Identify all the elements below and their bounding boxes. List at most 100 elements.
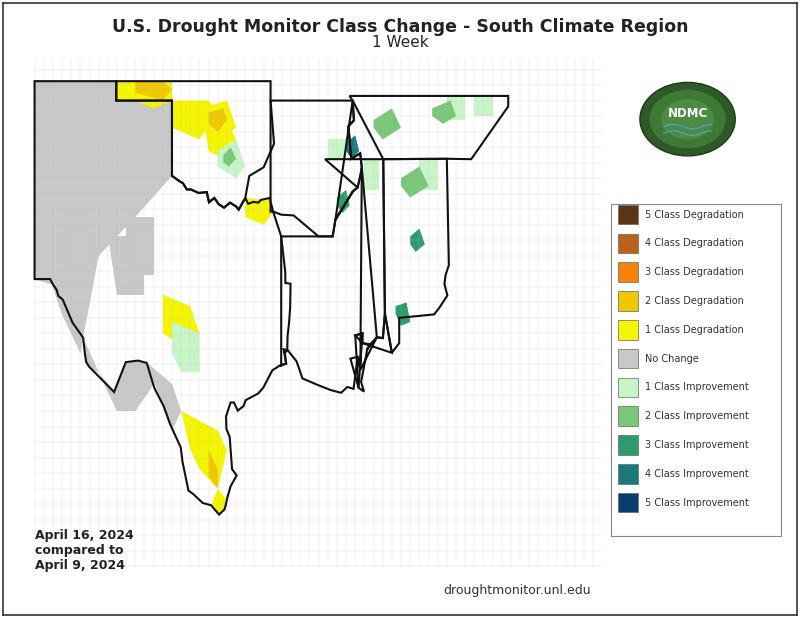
- Polygon shape: [419, 159, 438, 190]
- Circle shape: [640, 82, 735, 156]
- Polygon shape: [218, 140, 246, 178]
- Text: 4 Class Degradation: 4 Class Degradation: [645, 239, 743, 248]
- Polygon shape: [346, 135, 359, 159]
- Text: 2 Class Degradation: 2 Class Degradation: [645, 296, 743, 306]
- Bar: [618, 349, 638, 368]
- Polygon shape: [410, 229, 425, 252]
- Polygon shape: [364, 159, 379, 190]
- Polygon shape: [447, 96, 465, 120]
- Polygon shape: [209, 108, 227, 132]
- Polygon shape: [350, 96, 508, 159]
- Bar: [618, 234, 638, 253]
- Polygon shape: [126, 217, 154, 275]
- Polygon shape: [395, 302, 410, 326]
- Bar: [610, 204, 782, 536]
- Polygon shape: [98, 360, 154, 411]
- Bar: [618, 464, 638, 483]
- Polygon shape: [395, 302, 410, 326]
- Text: April 16, 2024
compared to
April 9, 2024: April 16, 2024 compared to April 9, 2024: [34, 530, 134, 572]
- Polygon shape: [325, 101, 385, 387]
- Polygon shape: [246, 198, 273, 225]
- Bar: [618, 407, 638, 426]
- Text: 1 Week: 1 Week: [372, 35, 428, 49]
- Bar: [618, 493, 638, 512]
- Polygon shape: [163, 295, 199, 345]
- Bar: [618, 378, 638, 397]
- Polygon shape: [401, 166, 429, 198]
- Polygon shape: [374, 108, 401, 140]
- Polygon shape: [34, 81, 172, 337]
- Polygon shape: [116, 81, 172, 108]
- Bar: [618, 205, 638, 224]
- Polygon shape: [410, 229, 425, 252]
- Polygon shape: [116, 81, 172, 108]
- Polygon shape: [34, 58, 602, 566]
- Polygon shape: [199, 101, 236, 140]
- Polygon shape: [34, 81, 172, 337]
- Polygon shape: [223, 147, 236, 166]
- Bar: [618, 435, 638, 455]
- Text: 2 Class Improvement: 2 Class Improvement: [645, 411, 749, 421]
- Polygon shape: [163, 295, 199, 345]
- Polygon shape: [83, 337, 98, 372]
- Bar: [618, 263, 638, 282]
- Polygon shape: [401, 166, 429, 198]
- Polygon shape: [135, 81, 172, 101]
- Polygon shape: [474, 96, 493, 116]
- Polygon shape: [199, 101, 236, 140]
- Polygon shape: [135, 81, 172, 101]
- Polygon shape: [246, 198, 273, 225]
- Text: 1 Class Degradation: 1 Class Degradation: [645, 325, 743, 335]
- Polygon shape: [98, 360, 154, 411]
- Polygon shape: [172, 101, 218, 140]
- Polygon shape: [432, 101, 456, 124]
- Text: No Change: No Change: [645, 353, 698, 363]
- Polygon shape: [419, 159, 438, 190]
- Polygon shape: [181, 411, 227, 489]
- Polygon shape: [34, 279, 83, 353]
- Text: 4 Class Improvement: 4 Class Improvement: [645, 468, 749, 479]
- Polygon shape: [145, 360, 181, 430]
- Text: droughtmonitor.unl.edu: droughtmonitor.unl.edu: [443, 584, 590, 597]
- Polygon shape: [328, 140, 346, 159]
- Text: U.S. Drought Monitor Class Change - South Climate Region: U.S. Drought Monitor Class Change - Sout…: [112, 18, 688, 36]
- Text: NDMC: NDMC: [667, 107, 708, 120]
- Polygon shape: [364, 159, 379, 190]
- Circle shape: [662, 99, 714, 139]
- Polygon shape: [209, 450, 218, 489]
- Polygon shape: [374, 108, 401, 140]
- Polygon shape: [172, 101, 218, 140]
- Polygon shape: [205, 120, 236, 159]
- Polygon shape: [211, 489, 227, 515]
- Text: 5 Class Improvement: 5 Class Improvement: [645, 497, 749, 507]
- Polygon shape: [108, 237, 145, 295]
- Polygon shape: [205, 120, 236, 159]
- Polygon shape: [83, 337, 98, 372]
- Polygon shape: [145, 360, 181, 430]
- Polygon shape: [34, 279, 83, 353]
- Text: 3 Class Improvement: 3 Class Improvement: [645, 440, 749, 450]
- Bar: [618, 291, 638, 311]
- Polygon shape: [34, 81, 290, 515]
- Polygon shape: [211, 489, 227, 515]
- Polygon shape: [223, 147, 236, 166]
- Polygon shape: [181, 411, 227, 489]
- Polygon shape: [337, 190, 350, 213]
- Text: 5 Class Degradation: 5 Class Degradation: [645, 210, 743, 219]
- Polygon shape: [474, 96, 493, 116]
- Polygon shape: [383, 159, 449, 353]
- Polygon shape: [126, 217, 154, 275]
- Polygon shape: [447, 96, 465, 120]
- Polygon shape: [328, 140, 346, 159]
- Polygon shape: [337, 190, 350, 213]
- Polygon shape: [346, 135, 359, 159]
- Polygon shape: [172, 322, 199, 372]
- Polygon shape: [280, 167, 392, 393]
- Polygon shape: [432, 101, 456, 124]
- Polygon shape: [270, 101, 362, 237]
- Polygon shape: [209, 108, 227, 132]
- Polygon shape: [116, 81, 274, 210]
- Polygon shape: [108, 237, 145, 295]
- Polygon shape: [218, 140, 246, 178]
- Text: 3 Class Degradation: 3 Class Degradation: [645, 267, 743, 277]
